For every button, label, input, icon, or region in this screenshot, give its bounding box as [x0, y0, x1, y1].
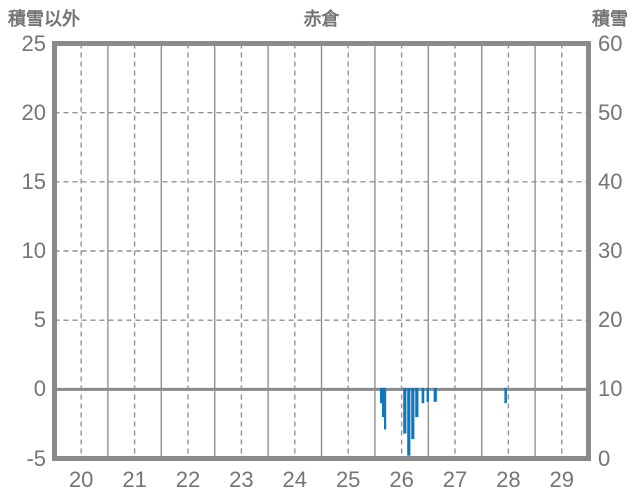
- x-tick-label: 23: [229, 467, 254, 492]
- precip-bar: [426, 387, 429, 402]
- precip-bar: [421, 387, 425, 404]
- y-left-tick-label: 10: [21, 238, 46, 263]
- chart-title: 赤倉: [303, 9, 340, 29]
- y-right-tick-label: 50: [598, 99, 623, 125]
- precip-bar: [411, 387, 415, 440]
- y-left-tick-label: 15: [21, 168, 46, 194]
- precip-bar: [384, 387, 387, 430]
- y-left-tick-label: 0: [33, 376, 46, 402]
- x-tick-label: 22: [175, 467, 201, 492]
- y-right-tick-label: 10: [598, 376, 623, 402]
- precip-bar: [382, 387, 385, 417]
- y-right-tick-label: 30: [598, 238, 623, 263]
- y-left-tick-label: 5: [33, 307, 46, 333]
- x-tick-label: 29: [549, 467, 575, 492]
- plot-border: [52, 41, 591, 461]
- precip-bar: [403, 387, 407, 434]
- x-tick-label: 25: [335, 467, 361, 492]
- y-right-tick-label: 20: [598, 307, 623, 333]
- y-left-tick-label: 20: [21, 99, 46, 125]
- y-left-tick-label: 25: [21, 30, 46, 56]
- y-left-tick-label: -5: [26, 445, 46, 471]
- y-right-tick-label: 40: [598, 168, 623, 194]
- precip-bar: [433, 387, 437, 402]
- left-axis-title: 積雪以外: [8, 9, 80, 29]
- precip-bar: [407, 387, 411, 456]
- precip-bar: [415, 387, 419, 417]
- x-tick-label: 21: [122, 467, 147, 492]
- x-tick-label: 24: [282, 467, 308, 492]
- x-tick-label: 20: [68, 467, 94, 492]
- x-tick-label: 26: [389, 467, 414, 492]
- x-tick-label: 28: [496, 467, 521, 492]
- right-axis-title: 積雪: [592, 9, 628, 29]
- precip-bar: [504, 387, 507, 404]
- precip-bar: [379, 387, 383, 404]
- y-right-tick-label: 0: [598, 445, 611, 471]
- y-right-tick-label: 60: [598, 30, 623, 56]
- x-tick-label: 27: [442, 467, 468, 492]
